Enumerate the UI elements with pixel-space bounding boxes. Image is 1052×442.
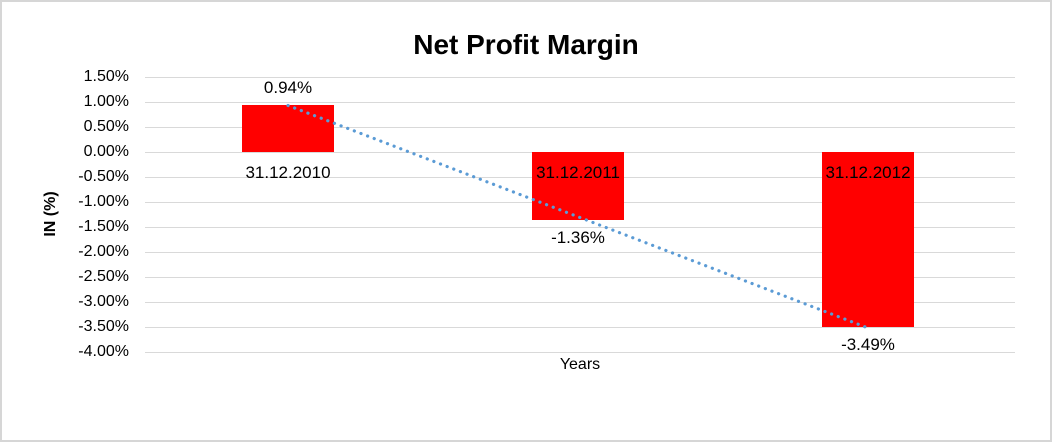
bar — [242, 105, 334, 152]
y-axis-tick-label: -3.50% — [78, 318, 129, 335]
y-axis-tick-label: -1.00% — [78, 193, 129, 210]
value-label: -1.36% — [551, 228, 605, 247]
y-axis-tick-label: 0.00% — [83, 143, 129, 160]
y-axis-tick-label: -0.50% — [78, 168, 129, 185]
y-axis-tick-label: -2.50% — [78, 268, 129, 285]
category-label: 31.12.2012 — [825, 163, 911, 182]
gridline — [145, 77, 1015, 78]
y-axis-tick-label: 1.00% — [83, 93, 129, 110]
y-axis-tick-label: -2.00% — [78, 243, 129, 260]
category-label: 31.12.2010 — [245, 163, 331, 182]
x-axis-title: Years — [559, 356, 601, 373]
value-label: -3.49% — [841, 334, 895, 354]
y-axis-tick-label: -1.50% — [78, 218, 129, 235]
y-axis-tick-label: 1.50% — [83, 68, 129, 85]
chart-title: Net Profit Margin — [413, 29, 639, 60]
gridline — [145, 102, 1015, 103]
y-axis-tick-label: -4.00% — [78, 343, 129, 360]
gridline — [145, 327, 1015, 328]
y-axis-tick-label: 0.50% — [83, 118, 129, 135]
value-label: 0.94% — [263, 78, 313, 97]
category-label: 31.12.2011 — [536, 163, 620, 182]
gridline — [145, 352, 1015, 353]
y-axis-tick-label: -3.00% — [78, 293, 129, 310]
